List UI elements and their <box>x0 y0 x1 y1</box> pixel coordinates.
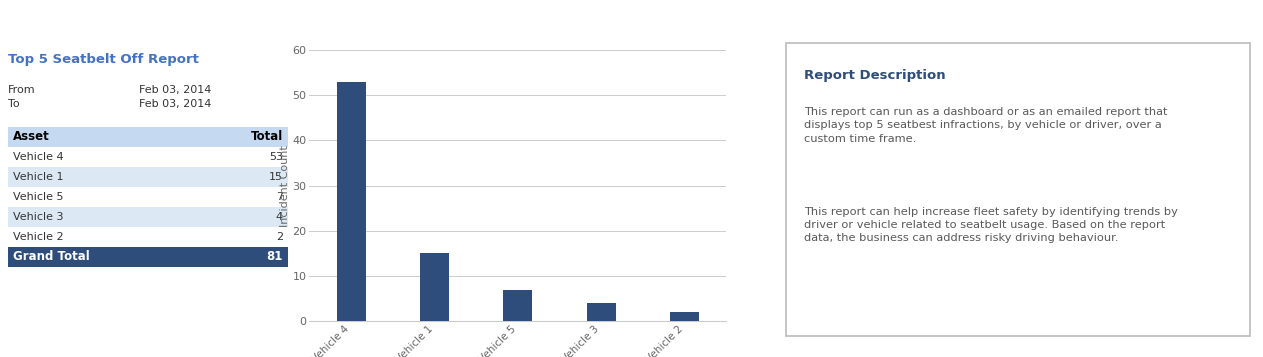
Bar <box>503 290 533 321</box>
Text: 81: 81 <box>266 250 283 263</box>
Text: 2: 2 <box>275 232 283 242</box>
FancyBboxPatch shape <box>786 43 1250 336</box>
Bar <box>8 187 288 207</box>
Text: Feb 04, 2014: Feb 04, 2014 <box>591 16 672 29</box>
Text: Vehicle 5: Vehicle 5 <box>13 192 63 202</box>
Text: Feb 03, 2014: Feb 03, 2014 <box>139 85 211 95</box>
Text: 7: 7 <box>275 192 283 202</box>
Text: Report Description: Report Description <box>805 69 946 82</box>
Bar <box>8 167 288 187</box>
Text: Top 5 Seatbelt Off Report: Top 5 Seatbelt Off Report <box>8 52 198 66</box>
Text: To: To <box>8 99 19 109</box>
Text: Total: Total <box>250 130 283 143</box>
Text: 53: 53 <box>269 152 283 162</box>
Bar <box>8 227 288 247</box>
Text: Vehicle 1: Vehicle 1 <box>13 172 63 182</box>
Bar <box>8 127 288 147</box>
Text: This report can run as a dashboard or as an emailed report that
displays top 5 s: This report can run as a dashboard or as… <box>805 107 1168 144</box>
Bar <box>8 247 288 267</box>
Bar <box>8 207 288 227</box>
Y-axis label: Incident Count: Incident Count <box>279 145 289 226</box>
Text: Vehicle 4: Vehicle 4 <box>13 152 63 162</box>
Text: From: From <box>8 85 35 95</box>
Text: Grand Total: Grand Total <box>13 250 90 263</box>
Text: 4: 4 <box>275 212 283 222</box>
Bar <box>419 253 450 321</box>
Bar <box>669 312 700 321</box>
Text: Feb 03, 2014: Feb 03, 2014 <box>139 99 211 109</box>
Text: GEOTAB INC: GEOTAB INC <box>10 13 133 31</box>
Text: Vehicle 2: Vehicle 2 <box>13 232 63 242</box>
Text: 15: 15 <box>269 172 283 182</box>
Bar <box>8 147 288 167</box>
Text: This report can help increase fleet safety by identifying trends by
driver or ve: This report can help increase fleet safe… <box>805 207 1178 243</box>
Bar <box>586 303 616 321</box>
Bar <box>336 82 366 321</box>
Text: Vehicle 3: Vehicle 3 <box>13 212 63 222</box>
Text: Asset: Asset <box>13 130 49 143</box>
